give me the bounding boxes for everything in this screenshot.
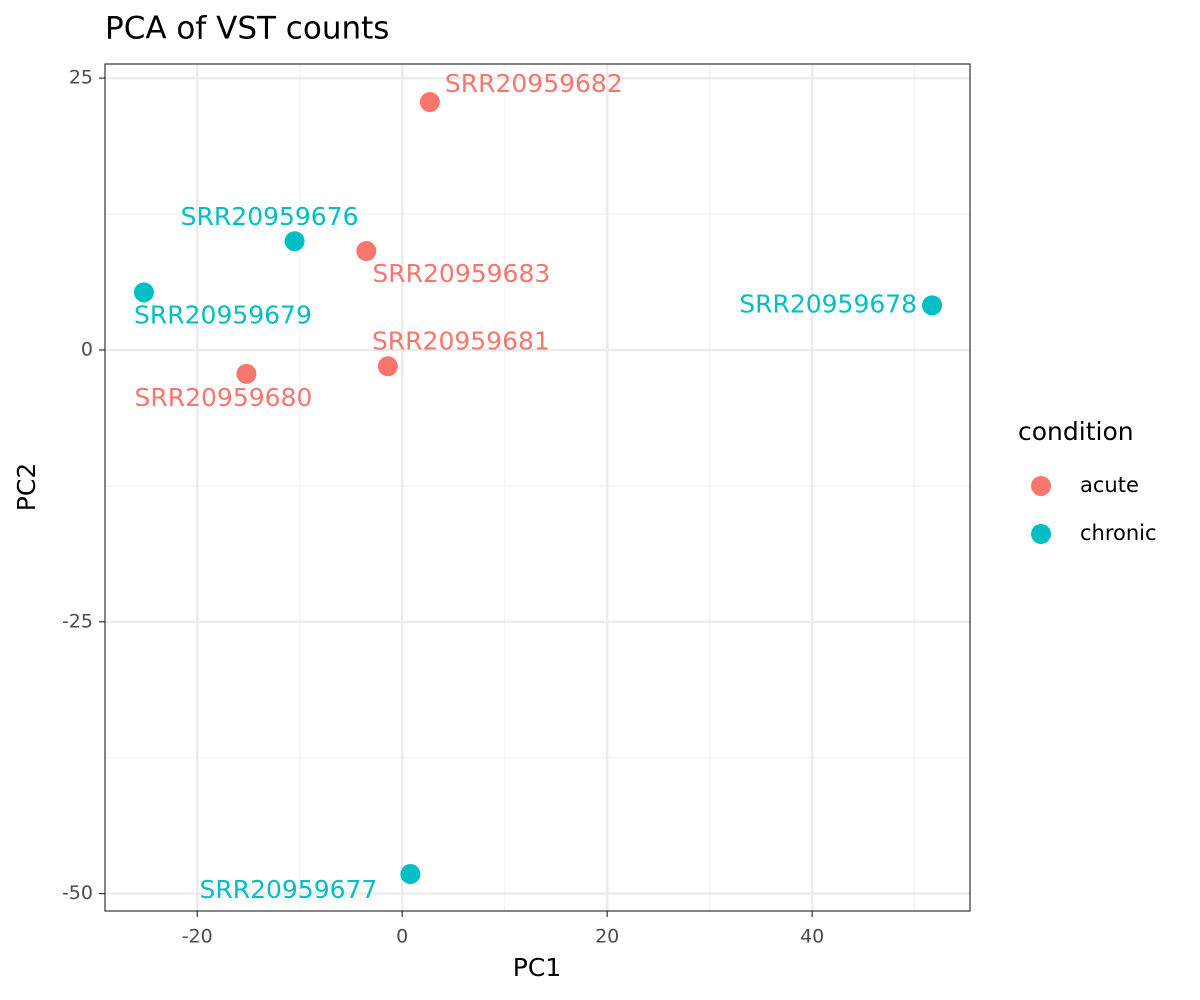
chart-title: PCA of VST counts: [105, 11, 389, 47]
legend-key: [1031, 476, 1051, 496]
y-tick-label: -25: [62, 610, 93, 632]
legend-title: condition: [1018, 417, 1134, 446]
panel: [105, 64, 970, 911]
y-tick-label: 25: [69, 67, 93, 89]
panel-border: [104, 63, 971, 912]
x-tick-label: -20: [182, 926, 213, 948]
point: [236, 363, 257, 384]
point-label: SRR20959683: [372, 259, 550, 288]
point: [377, 356, 398, 377]
point: [419, 92, 440, 113]
y-tick-label: 0: [81, 338, 93, 360]
x-tick-label: 0: [396, 926, 408, 948]
x-axis-title: PC1: [513, 953, 561, 982]
point: [284, 231, 305, 252]
point: [356, 241, 377, 262]
legend-key: [1031, 524, 1051, 544]
point: [133, 282, 154, 303]
point: [400, 864, 421, 885]
legend-label: chronic: [1080, 521, 1157, 545]
point-label: SRR20959676: [181, 202, 359, 231]
point-label: SRR20959679: [134, 300, 312, 329]
point-label: SRR20959677: [199, 875, 377, 904]
point: [922, 295, 943, 316]
x-tick-label: 20: [595, 926, 619, 948]
legend-label: acute: [1080, 473, 1139, 497]
point-label: SRR20959680: [135, 383, 313, 412]
y-tick-label: -50: [62, 882, 93, 904]
x-tick-label: 40: [800, 926, 824, 948]
y-axis-title: PC2: [12, 463, 41, 511]
point-label: SRR20959681: [372, 326, 550, 355]
point-label: SRR20959682: [445, 69, 623, 98]
point-label: SRR20959678: [739, 289, 917, 318]
